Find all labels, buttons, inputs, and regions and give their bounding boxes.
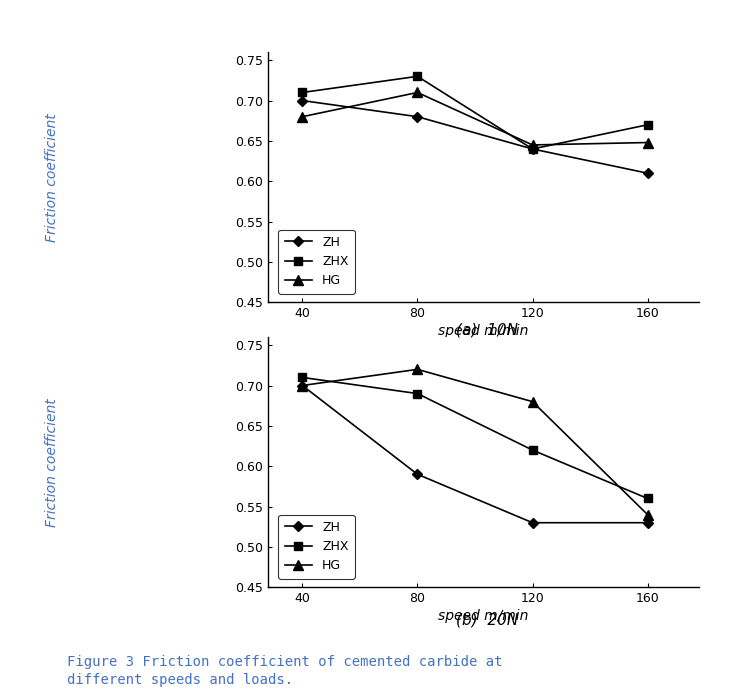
- X-axis label: speed m/min: speed m/min: [438, 325, 529, 338]
- Text: Friction coefficient: Friction coefficient: [45, 398, 59, 527]
- Text: Figure 3 Friction coefficient of cemented carbide at: Figure 3 Friction coefficient of cemente…: [67, 655, 502, 669]
- Text: Friction coefficient: Friction coefficient: [45, 113, 59, 242]
- Text: (b)  20N: (b) 20N: [456, 612, 519, 628]
- Legend: ZH, ZHX, HG: ZH, ZHX, HG: [278, 229, 355, 293]
- Text: different speeds and loads.: different speeds and loads.: [67, 673, 293, 687]
- Text: (a)  10N: (a) 10N: [456, 322, 519, 338]
- X-axis label: speed m/min: speed m/min: [438, 610, 529, 623]
- Legend: ZH, ZHX, HG: ZH, ZHX, HG: [278, 514, 355, 578]
